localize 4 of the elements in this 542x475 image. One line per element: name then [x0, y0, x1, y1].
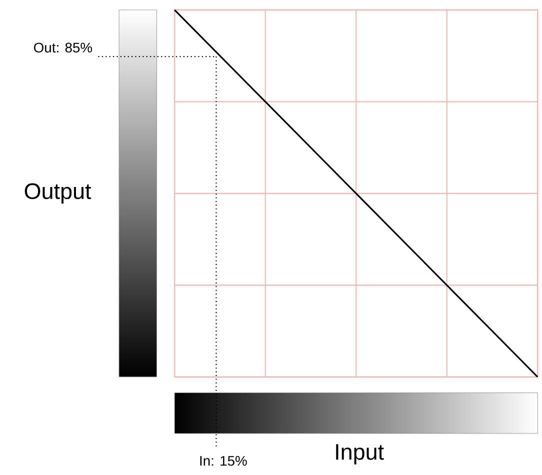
x-axis-title: Input [336, 444, 384, 464]
text: In: 15% [200, 456, 247, 466]
y-axis-title: Output [24, 183, 92, 204]
text: Out: 85% [34, 42, 92, 52]
